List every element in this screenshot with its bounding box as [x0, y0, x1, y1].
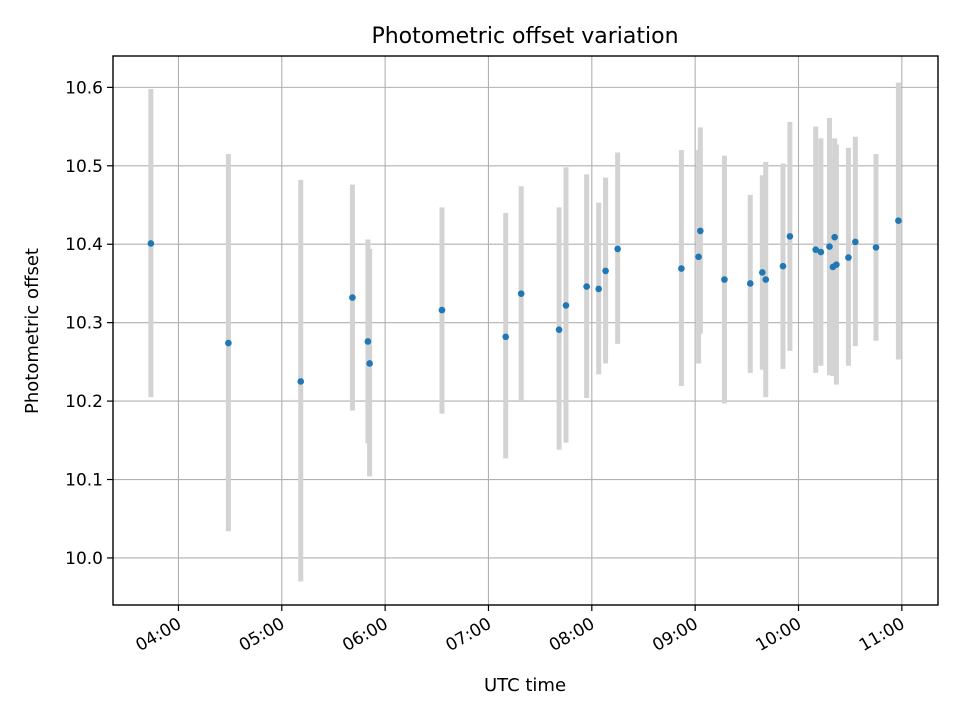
data-point: [895, 217, 902, 224]
data-point: [697, 227, 704, 235]
y-tick-label: 10.2: [65, 392, 103, 412]
data-point: [602, 267, 609, 275]
y-tick-label: 10.0: [65, 549, 103, 569]
data-points: [147, 217, 902, 385]
data-point: [721, 276, 728, 283]
data-point: [812, 246, 820, 254]
data-point: [297, 378, 305, 385]
plot-area: [113, 56, 938, 605]
data-point: [438, 306, 446, 314]
data-point: [852, 238, 859, 246]
data-point: [595, 285, 602, 293]
data-point: [779, 262, 787, 270]
data-point: [517, 290, 525, 297]
plot-background: [113, 56, 938, 605]
data-point: [225, 339, 232, 347]
data-point: [817, 248, 825, 256]
y-tick-label: 10.5: [65, 157, 103, 177]
grid: [113, 56, 938, 605]
data-point: [562, 302, 570, 309]
data-point: [555, 326, 563, 334]
data-point: [502, 333, 509, 341]
y-tick-label: 10.4: [65, 235, 103, 255]
y-axis-ticks: 10.0 10.1 10.2 10.3 10.4 10.5 10.6: [65, 78, 113, 569]
y-tick-label: 10.3: [65, 314, 103, 334]
data-point: [826, 243, 833, 250]
data-point: [831, 233, 838, 241]
data-point: [845, 254, 852, 261]
data-point: [583, 283, 590, 290]
y-tick-label: 10.1: [65, 471, 103, 491]
data-point: [364, 338, 372, 345]
data-point: [614, 245, 621, 253]
y-axis-label: Photometric offset: [22, 248, 43, 414]
y-tick-label: 10.6: [65, 78, 103, 98]
data-point: [695, 253, 702, 261]
axes-frame: [112, 55, 939, 606]
data-point: [762, 276, 770, 283]
data-point: [349, 294, 356, 301]
data-point: [759, 269, 766, 276]
data-point: [872, 244, 880, 251]
data-point: [746, 280, 754, 287]
data-point: [786, 233, 794, 240]
data-point: [678, 265, 685, 272]
data-point: [147, 240, 155, 247]
data-point: [366, 360, 373, 367]
data-point: [833, 261, 840, 268]
chart-title: Photometric offset variation: [371, 24, 678, 49]
x-axis-label: UTC time: [484, 675, 566, 696]
